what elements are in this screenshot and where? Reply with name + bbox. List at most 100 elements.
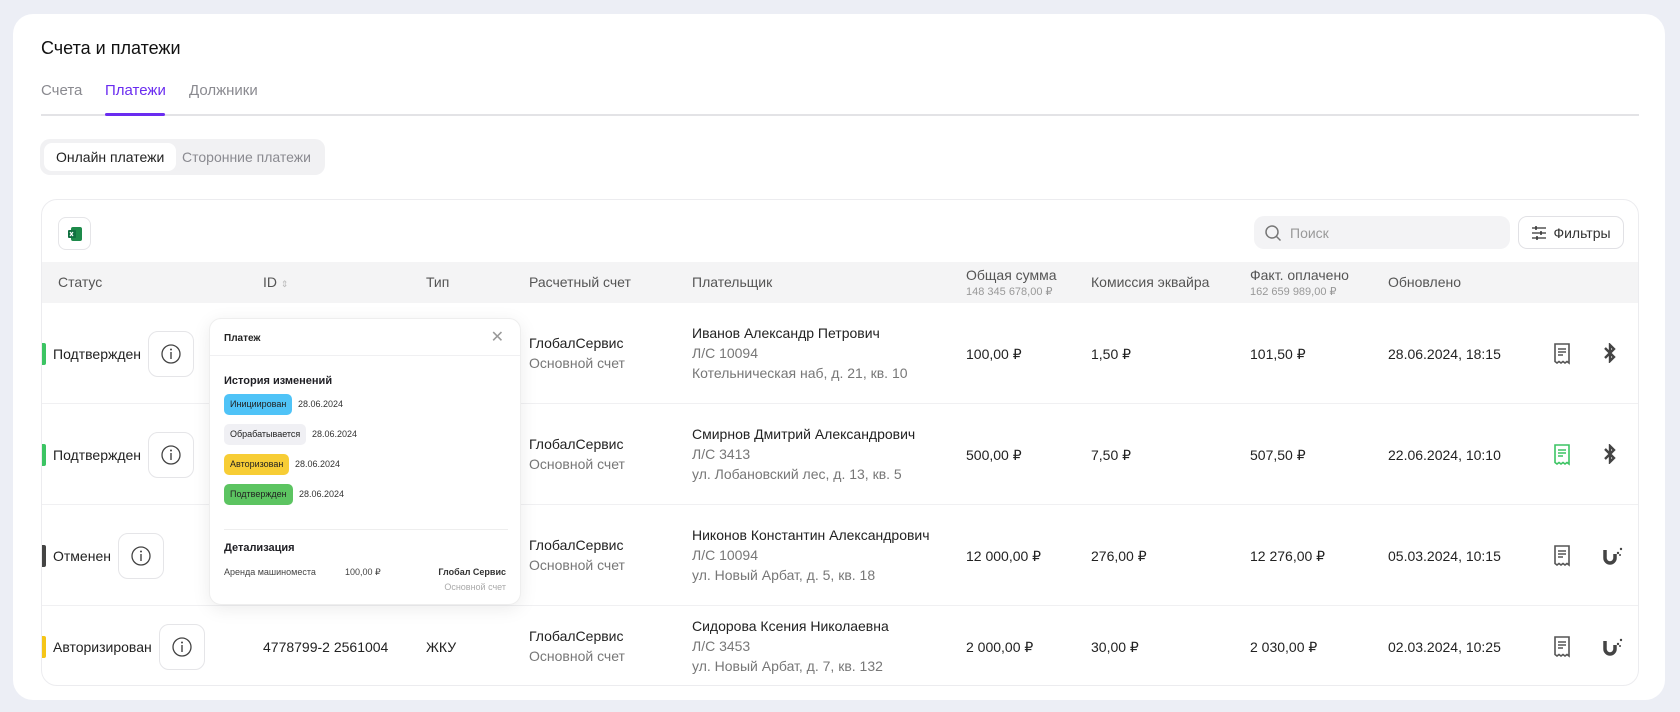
sort-icon: ⇕ bbox=[280, 279, 289, 289]
receipt-icon[interactable] bbox=[1553, 544, 1571, 573]
table-row[interactable]: Авторизирован 4778799-2 2561004 ЖКУ Глоб… bbox=[42, 606, 1638, 685]
col-id-label: ID bbox=[263, 274, 277, 290]
status-text: Подтвержден bbox=[53, 446, 142, 463]
status-indicator bbox=[42, 342, 46, 365]
popup-divider bbox=[210, 355, 520, 356]
history-date: 28.06.2024 bbox=[299, 489, 345, 499]
status-text: Подтвержден bbox=[53, 345, 142, 362]
segment-online[interactable]: Онлайн платежи bbox=[44, 143, 177, 171]
paid-sum: 162 659 989,00 ₽ bbox=[1250, 286, 1337, 298]
status-indicator bbox=[42, 544, 46, 567]
commission: 30,00 ₽ bbox=[1091, 638, 1139, 655]
tab-debtors[interactable]: Должники bbox=[189, 82, 258, 99]
payment-popup: Платеж ✕ История изменений Инициирован 2… bbox=[209, 318, 521, 605]
col-status: Статус bbox=[58, 274, 103, 290]
col-type: Тип bbox=[426, 274, 450, 290]
search-placeholder: Поиск bbox=[1290, 224, 1329, 241]
info-icon bbox=[131, 545, 151, 566]
receipt-icon[interactable] bbox=[1553, 635, 1571, 664]
info-button[interactable] bbox=[148, 431, 194, 478]
excel-icon bbox=[67, 226, 82, 241]
table-row[interactable]: Отменен ГлобалСервис Основной счет Никон… bbox=[42, 505, 1638, 606]
total-sum: 148 345 678,00 ₽ bbox=[966, 286, 1053, 298]
detail-account: Основной счет bbox=[444, 582, 506, 592]
total-amount: 500,00 ₽ bbox=[966, 446, 1022, 463]
search-icon bbox=[1265, 224, 1282, 241]
history-date: 28.06.2024 bbox=[312, 429, 358, 439]
account-name: ГлобалСервис bbox=[529, 334, 624, 351]
receipt-icon[interactable] bbox=[1553, 342, 1571, 371]
receipt-icon[interactable] bbox=[1553, 443, 1571, 472]
info-icon bbox=[172, 636, 192, 657]
tab-payments[interactable]: Платежи bbox=[105, 82, 166, 99]
account-name: ГлобалСервис bbox=[529, 435, 624, 452]
payments-table-card: Поиск Фильтры Статус ID ⇕ Тип Расчетный … bbox=[41, 199, 1639, 686]
tab-accounts[interactable]: Счета bbox=[41, 82, 83, 99]
col-id[interactable]: ID ⇕ bbox=[263, 274, 288, 290]
commission: 276,00 ₽ bbox=[1091, 547, 1147, 564]
info-icon bbox=[161, 444, 181, 465]
payer-ls: Л/С 3453 bbox=[692, 637, 751, 654]
popup-title: Платеж bbox=[224, 333, 261, 344]
active-tab-indicator bbox=[105, 113, 165, 116]
account-sub: Основной счет bbox=[529, 455, 625, 472]
popup-divider bbox=[224, 529, 508, 530]
payer-address: ул. Лобановский лес, д. 13, кв. 5 bbox=[692, 465, 902, 482]
account-name: ГлобалСервис bbox=[529, 536, 624, 553]
page-title: Счета и платежи bbox=[41, 38, 181, 58]
search-input[interactable]: Поиск bbox=[1254, 216, 1510, 249]
history-title: История изменений bbox=[224, 375, 333, 387]
u-logo-icon bbox=[1602, 636, 1624, 663]
payer-ls: Л/С 10094 bbox=[692, 344, 759, 361]
paid-amount: 2 030,00 ₽ bbox=[1250, 638, 1318, 655]
table-row[interactable]: Подтвержден ГлобалСервис Основной счет С… bbox=[42, 404, 1638, 505]
table-header: Статус ID ⇕ Тип Расчетный счет Плательщи… bbox=[42, 262, 1638, 303]
col-updated: Обновлено bbox=[1388, 274, 1462, 290]
payment-id: 4778799-2 2561004 bbox=[263, 638, 389, 655]
detail-company: Глобал Сервис bbox=[438, 567, 506, 577]
info-button[interactable] bbox=[148, 330, 194, 377]
filters-label: Фильтры bbox=[1553, 224, 1611, 241]
filters-button[interactable]: Фильтры bbox=[1518, 216, 1624, 249]
payer-ls: Л/С 10094 bbox=[692, 546, 759, 563]
info-button[interactable] bbox=[159, 623, 205, 670]
col-paid: Факт. оплачено 162 659 989,00 ₽ bbox=[1250, 267, 1349, 298]
commission: 1,50 ₽ bbox=[1091, 345, 1132, 362]
history-date: 28.06.2024 bbox=[295, 459, 341, 469]
col-payer: Плательщик bbox=[692, 274, 773, 290]
paid-amount: 12 276,00 ₽ bbox=[1250, 547, 1326, 564]
history-status-chip: Авторизован bbox=[224, 454, 290, 475]
payer-address: ул. Новый Арбат, д. 5, кв. 18 bbox=[692, 566, 876, 583]
status-indicator bbox=[42, 443, 46, 466]
info-icon bbox=[161, 343, 181, 364]
export-excel-button[interactable] bbox=[58, 217, 91, 250]
history-date: 28.06.2024 bbox=[298, 399, 344, 409]
account-sub: Основной счет bbox=[529, 647, 625, 664]
account-sub: Основной счет bbox=[529, 354, 625, 371]
details-title: Детализация bbox=[224, 542, 295, 554]
payer-name: Иванов Александр Петрович bbox=[692, 324, 880, 341]
close-icon[interactable]: ✕ bbox=[490, 329, 504, 346]
info-button[interactable] bbox=[118, 532, 164, 579]
updated-at: 02.03.2024, 10:25 bbox=[1388, 638, 1501, 655]
history-status-chip: Подтвержден bbox=[224, 484, 293, 505]
sliders-icon bbox=[1532, 225, 1547, 240]
detail-amount: 100,00 ₽ bbox=[345, 567, 381, 577]
status-text: Отменен bbox=[53, 547, 111, 564]
total-amount: 100,00 ₽ bbox=[966, 345, 1022, 362]
paid-amount: 507,50 ₽ bbox=[1250, 446, 1306, 463]
col-paid-label: Факт. оплачено bbox=[1250, 267, 1349, 283]
commission: 7,50 ₽ bbox=[1091, 446, 1132, 463]
updated-at: 22.06.2024, 10:10 bbox=[1388, 446, 1501, 463]
history-status-chip: Инициирован bbox=[224, 394, 293, 415]
bluetooth-icon bbox=[1602, 442, 1618, 469]
table-row[interactable]: Подтвержден ГлобалСервис Основной счет И… bbox=[42, 303, 1638, 404]
payer-ls: Л/С 3413 bbox=[692, 445, 751, 462]
tabs-divider bbox=[41, 114, 1639, 116]
u-logo-icon bbox=[1602, 545, 1624, 572]
history-status-chip: Обрабатывается bbox=[224, 424, 307, 445]
bluetooth-icon bbox=[1602, 341, 1618, 368]
segment-third-party[interactable]: Сторонние платежи bbox=[182, 149, 311, 165]
payment-source-toggle: Онлайн платежи Сторонние платежи bbox=[40, 139, 325, 175]
payer-address: Котельническая наб, д. 21, кв. 10 bbox=[692, 364, 908, 381]
